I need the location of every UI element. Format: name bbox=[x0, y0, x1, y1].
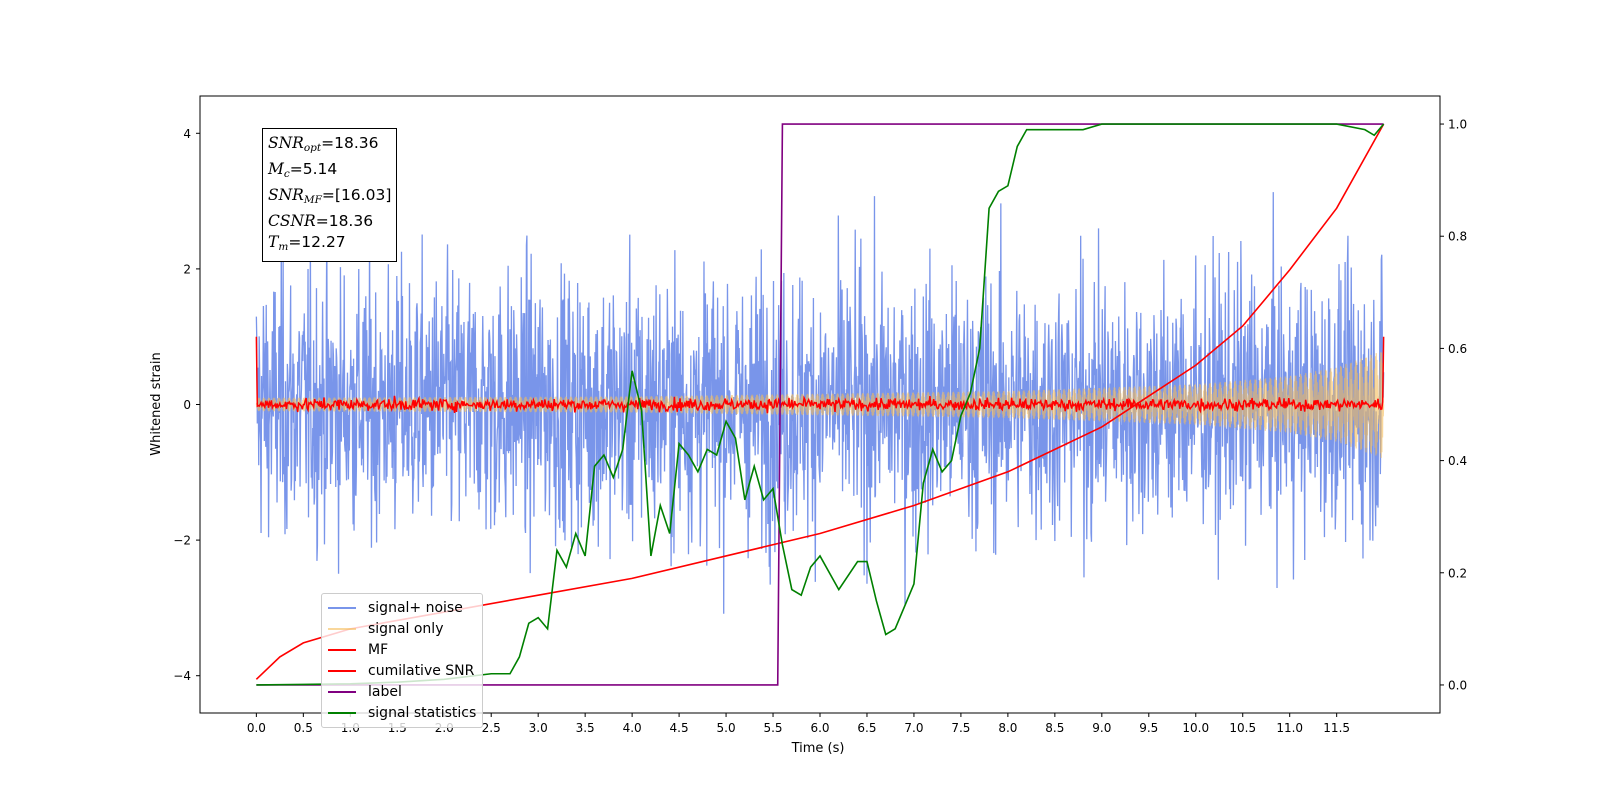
y-tick-label: 4 bbox=[183, 127, 191, 141]
y2-tick-label: 1.0 bbox=[1448, 118, 1467, 132]
y-axis-label: Whitened strain bbox=[149, 352, 164, 455]
legend-label: MF bbox=[368, 641, 389, 658]
x-tick-label: 7.5 bbox=[951, 721, 970, 735]
x-tick-label: 10.0 bbox=[1182, 721, 1209, 735]
series-signal-plus-noise-line bbox=[255, 192, 1385, 614]
legend-swatch bbox=[328, 690, 356, 693]
legend-swatch bbox=[328, 711, 356, 714]
legend-item: signal only bbox=[328, 618, 476, 639]
legend-swatch bbox=[328, 648, 356, 651]
y-tick-label: 0 bbox=[183, 398, 191, 412]
annotation-snr-opt: SNRopt=18.36 bbox=[268, 134, 379, 154]
series-label-line bbox=[256, 123, 1384, 686]
x-tick-label: 2.5 bbox=[482, 721, 501, 735]
annotation-tm: Tm=12.27 bbox=[268, 233, 346, 253]
x-tick-label: 0.0 bbox=[247, 721, 266, 735]
legend-label: signal only bbox=[368, 620, 444, 637]
annotation-csnr: CSNR=18.36 bbox=[268, 212, 374, 230]
x-tick-label: 5.5 bbox=[763, 721, 782, 735]
x-tick-label: 0.5 bbox=[294, 721, 313, 735]
x-tick-label: 11.5 bbox=[1323, 721, 1350, 735]
legend-item: signal statistics bbox=[328, 702, 476, 723]
series-mf-line bbox=[255, 336, 1385, 414]
annotation-snr-mf: SNRMF=[16.03] bbox=[268, 186, 392, 206]
legend-swatch bbox=[328, 606, 356, 609]
legend-swatch bbox=[328, 627, 356, 630]
x-tick-label: 4.5 bbox=[670, 721, 689, 735]
annotation-box: SNRopt=18.36 Mc=5.14 SNRMF=[16.03] CSNR=… bbox=[262, 128, 398, 262]
x-tick-label: 6.0 bbox=[810, 721, 829, 735]
x-tick-label: 11.0 bbox=[1276, 721, 1303, 735]
x-tick-label: 9.0 bbox=[1092, 721, 1111, 735]
x-axis-label: Time (s) bbox=[791, 741, 845, 756]
x-tick-label: 8.5 bbox=[1045, 721, 1064, 735]
legend-item: signal+ noise bbox=[328, 597, 476, 618]
legend-label: signal statistics bbox=[368, 704, 477, 721]
legend-label: cumilative SNR bbox=[368, 662, 475, 679]
y2-tick-label: 0.4 bbox=[1448, 454, 1467, 468]
y2-tick-label: 0.8 bbox=[1448, 230, 1467, 244]
y-tick-label: −4 bbox=[173, 669, 191, 683]
x-tick-label: 5.0 bbox=[717, 721, 736, 735]
y2-tick-label: 0.0 bbox=[1448, 678, 1467, 692]
legend: signal+ noise signal only MF cumilative SNR… bbox=[321, 593, 484, 728]
x-tick-label: 3.5 bbox=[576, 721, 595, 735]
legend-label: label bbox=[368, 683, 402, 700]
legend-item: label bbox=[328, 681, 476, 702]
x-axis: 0.0 0.5 1.0 1.5 2.0 2.5 3.0 3.5 4.0 4.5 5.0 5.5 6.0 6… bbox=[247, 713, 1350, 735]
y-axis-right: 0.0 0.2 0.4 0.6 0.8 1.0 bbox=[1440, 118, 1467, 692]
x-tick-label: 6.5 bbox=[857, 721, 876, 735]
legend-label: signal+ noise bbox=[368, 599, 463, 616]
x-tick-label: 10.5 bbox=[1229, 721, 1256, 735]
y2-tick-label: 0.6 bbox=[1448, 342, 1467, 356]
annotation-chirp-mass: Mc=5.14 bbox=[268, 160, 338, 180]
x-tick-label: 8.0 bbox=[998, 721, 1017, 735]
series-signal-statistics-line bbox=[256, 123, 1385, 686]
y2-tick-label: 0.2 bbox=[1448, 566, 1467, 580]
x-tick-label: 9.5 bbox=[1139, 721, 1158, 735]
x-tick-label: 4.0 bbox=[623, 721, 642, 735]
legend-item: MF bbox=[328, 639, 476, 660]
x-tick-label: 7.0 bbox=[904, 721, 923, 735]
legend-swatch bbox=[328, 669, 356, 672]
y-tick-label: −2 bbox=[173, 534, 191, 548]
y-tick-label: 2 bbox=[183, 262, 191, 276]
legend-item: cumilative SNR bbox=[328, 660, 476, 681]
x-tick-label: 3.0 bbox=[529, 721, 548, 735]
y-axis-left: −4 −2 0 2 4 bbox=[173, 127, 200, 683]
